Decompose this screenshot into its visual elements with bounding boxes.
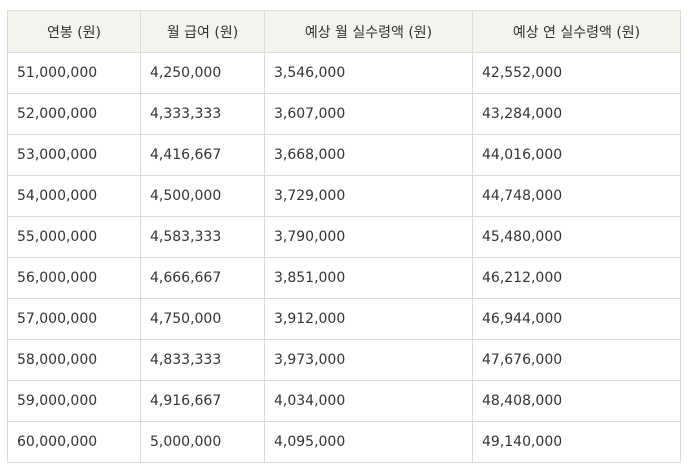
cell-monthly-salary: 4,500,000 [140, 175, 265, 217]
cell-monthly-net: 3,912,000 [264, 298, 473, 340]
cell-annual-salary: 51,000,000 [7, 52, 141, 94]
table-row: 60,000,000 5,000,000 4,095,000 49,140,00… [7, 421, 681, 463]
table-row: 57,000,000 4,750,000 3,912,000 46,944,00… [7, 298, 681, 340]
cell-annual-salary: 55,000,000 [7, 216, 141, 258]
table-row: 53,000,000 4,416,667 3,668,000 44,016,00… [7, 134, 681, 176]
cell-annual-net: 49,140,000 [472, 421, 681, 463]
table-header-row: 연봉 (원) 월 급여 (원) 예상 월 실수령액 (원) 예상 연 실수령액 … [7, 10, 681, 53]
cell-monthly-salary: 4,750,000 [140, 298, 265, 340]
cell-monthly-salary: 4,250,000 [140, 52, 265, 94]
cell-annual-net: 42,552,000 [472, 52, 681, 94]
cell-annual-net: 46,212,000 [472, 257, 681, 299]
cell-annual-salary: 54,000,000 [7, 175, 141, 217]
cell-annual-net: 45,480,000 [472, 216, 681, 258]
table-row: 52,000,000 4,333,333 3,607,000 43,284,00… [7, 93, 681, 135]
cell-monthly-net: 3,607,000 [264, 93, 473, 135]
cell-monthly-net: 3,973,000 [264, 339, 473, 381]
cell-monthly-net: 3,790,000 [264, 216, 473, 258]
header-annual-salary: 연봉 (원) [7, 10, 141, 53]
cell-monthly-net: 3,546,000 [264, 52, 473, 94]
salary-table: 연봉 (원) 월 급여 (원) 예상 월 실수령액 (원) 예상 연 실수령액 … [7, 10, 681, 463]
header-monthly-salary: 월 급여 (원) [140, 10, 265, 53]
cell-monthly-salary: 4,583,333 [140, 216, 265, 258]
cell-monthly-net: 3,668,000 [264, 134, 473, 176]
salary-table-container: 연봉 (원) 월 급여 (원) 예상 월 실수령액 (원) 예상 연 실수령액 … [7, 10, 681, 463]
cell-annual-net: 47,676,000 [472, 339, 681, 381]
cell-annual-net: 44,748,000 [472, 175, 681, 217]
cell-monthly-salary: 4,916,667 [140, 380, 265, 422]
cell-monthly-salary: 4,833,333 [140, 339, 265, 381]
cell-monthly-salary: 4,333,333 [140, 93, 265, 135]
cell-monthly-net: 4,095,000 [264, 421, 473, 463]
header-monthly-net: 예상 월 실수령액 (원) [264, 10, 473, 53]
cell-annual-salary: 56,000,000 [7, 257, 141, 299]
cell-annual-salary: 57,000,000 [7, 298, 141, 340]
table-row: 58,000,000 4,833,333 3,973,000 47,676,00… [7, 339, 681, 381]
cell-monthly-salary: 5,000,000 [140, 421, 265, 463]
cell-annual-net: 46,944,000 [472, 298, 681, 340]
cell-monthly-salary: 4,416,667 [140, 134, 265, 176]
cell-annual-salary: 52,000,000 [7, 93, 141, 135]
cell-annual-salary: 53,000,000 [7, 134, 141, 176]
cell-monthly-net: 4,034,000 [264, 380, 473, 422]
table-row: 56,000,000 4,666,667 3,851,000 46,212,00… [7, 257, 681, 299]
cell-annual-salary: 58,000,000 [7, 339, 141, 381]
cell-monthly-net: 3,729,000 [264, 175, 473, 217]
cell-annual-net: 44,016,000 [472, 134, 681, 176]
table-row: 54,000,000 4,500,000 3,729,000 44,748,00… [7, 175, 681, 217]
table-row: 59,000,000 4,916,667 4,034,000 48,408,00… [7, 380, 681, 422]
cell-annual-net: 48,408,000 [472, 380, 681, 422]
table-row: 55,000,000 4,583,333 3,790,000 45,480,00… [7, 216, 681, 258]
cell-annual-net: 43,284,000 [472, 93, 681, 135]
cell-annual-salary: 60,000,000 [7, 421, 141, 463]
table-row: 51,000,000 4,250,000 3,546,000 42,552,00… [7, 52, 681, 94]
cell-monthly-net: 3,851,000 [264, 257, 473, 299]
cell-annual-salary: 59,000,000 [7, 380, 141, 422]
header-annual-net: 예상 연 실수령액 (원) [472, 10, 681, 53]
cell-monthly-salary: 4,666,667 [140, 257, 265, 299]
